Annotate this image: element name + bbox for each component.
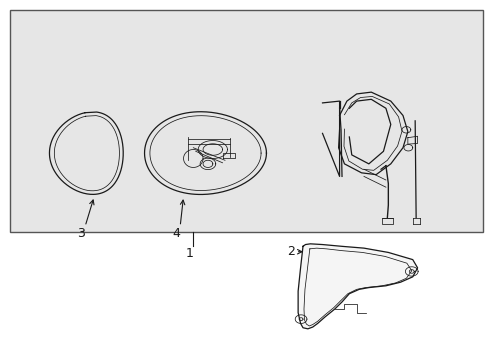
- Text: 2: 2: [287, 245, 295, 258]
- Text: 1: 1: [185, 247, 193, 260]
- Bar: [10, 10, 483, 232]
- Polygon shape: [322, 101, 339, 176]
- Bar: [382, 218, 392, 224]
- Polygon shape: [348, 99, 390, 164]
- Polygon shape: [298, 244, 417, 329]
- Text: 4: 4: [172, 226, 180, 239]
- Text: 3: 3: [77, 226, 85, 239]
